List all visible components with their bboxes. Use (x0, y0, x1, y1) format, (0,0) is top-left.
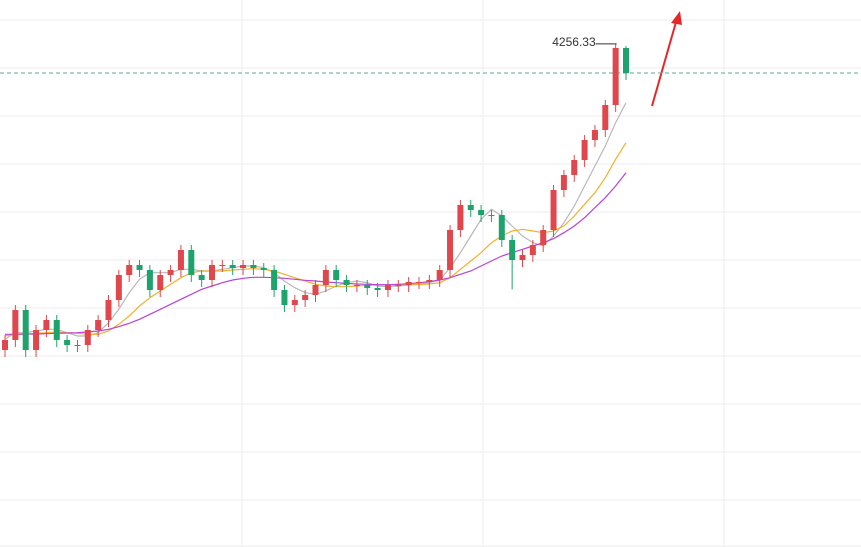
candle-body (612, 48, 619, 105)
moving-average-line (4, 142, 627, 337)
candle-body (146, 270, 153, 290)
candle-body (291, 300, 298, 305)
candle-body (322, 270, 329, 285)
candle-body (602, 105, 609, 130)
candle-body (209, 265, 215, 280)
candle-body (498, 215, 505, 240)
candle-body (84, 330, 91, 345)
arrow (651, 11, 682, 107)
candle-body (343, 280, 350, 285)
candle-body (364, 285, 371, 288)
candle-body (136, 265, 143, 270)
candle-body (219, 265, 226, 266)
candle-body (550, 190, 557, 230)
high-label: 4256.33 (552, 35, 596, 49)
candle-body (457, 205, 464, 230)
candle-body (198, 275, 205, 280)
candle-body (12, 310, 19, 340)
candle-body (2, 340, 8, 350)
candle-body (33, 330, 40, 350)
candle-body (447, 230, 454, 270)
candle-body (353, 285, 360, 286)
candle-body (115, 275, 122, 300)
candle-body (416, 282, 422, 283)
candle-body (250, 265, 257, 268)
candle-body (271, 270, 278, 290)
candle-body (519, 255, 526, 260)
candle-body (560, 175, 567, 190)
candle-body (157, 275, 164, 290)
candle-body (281, 290, 288, 305)
candle-body (64, 340, 71, 345)
candle-body (333, 270, 340, 280)
moving-average-line (4, 102, 627, 340)
candle-body (177, 250, 184, 270)
candle-body (53, 320, 60, 340)
candle-body (467, 205, 474, 210)
candle-body (74, 345, 81, 346)
candle-body (22, 310, 29, 350)
candle-body (623, 48, 629, 73)
candle-body (426, 280, 433, 282)
candle-body (509, 240, 516, 260)
candle-body (591, 130, 598, 140)
candle-body (312, 285, 319, 295)
candle-body (571, 160, 578, 175)
candle-body (167, 270, 174, 275)
candle-body (384, 285, 391, 290)
candle-body (43, 320, 50, 330)
candle-body (488, 215, 495, 216)
candle-body (240, 265, 247, 268)
candle-body (529, 245, 536, 255)
candle-body (188, 250, 195, 275)
candle-body (405, 282, 412, 285)
candle-body (126, 265, 133, 275)
candle-body (395, 285, 402, 286)
candle-body (374, 288, 381, 290)
candle-body (260, 268, 267, 270)
candle-body (229, 265, 236, 268)
candle-body (478, 210, 485, 215)
candle-body (436, 270, 443, 280)
candle-body (95, 320, 102, 330)
candle-body (105, 300, 112, 320)
candle-body (581, 140, 588, 160)
candle-body (540, 230, 547, 245)
candle-body (302, 295, 309, 300)
